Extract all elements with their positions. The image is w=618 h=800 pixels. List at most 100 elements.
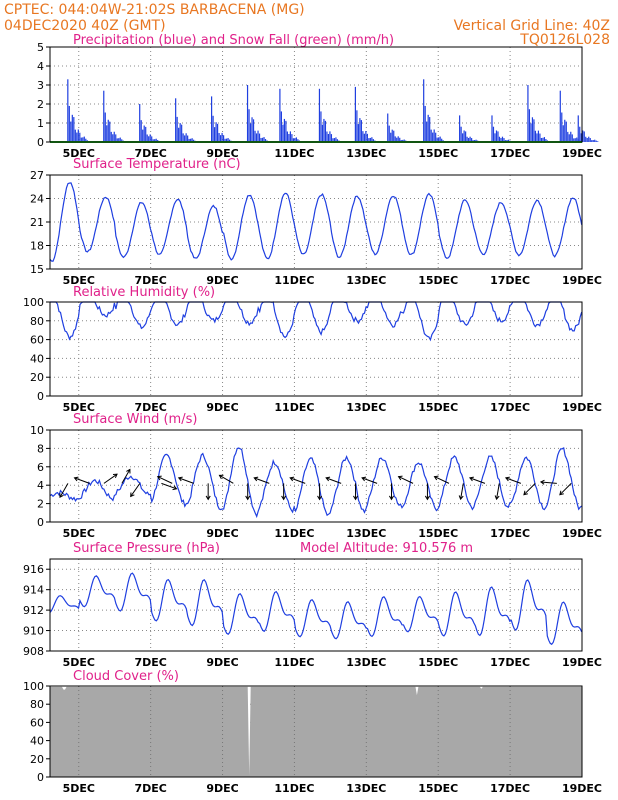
- precip-bar: [282, 124, 284, 142]
- temperature-line: [49, 182, 583, 262]
- humidity-line: [50, 301, 583, 342]
- wind-arrow-head: [289, 476, 295, 482]
- wind-title: Surface Wind (m/s): [73, 412, 197, 427]
- x-tick-label: 9DEC: [206, 656, 238, 669]
- precip-bar: [585, 136, 587, 142]
- precip-bar: [468, 137, 470, 142]
- wind-arrow: [121, 469, 131, 484]
- wind-speed-line: [49, 447, 583, 519]
- wind-arrow: [290, 477, 306, 484]
- plot-frame: [49, 174, 583, 270]
- precip-bar: [76, 132, 78, 142]
- precip-bar: [540, 137, 543, 142]
- precip-bar: [251, 117, 253, 142]
- y-tick-label: 910: [23, 625, 44, 638]
- precip-bar: [357, 124, 359, 142]
- precip-bar: [429, 117, 431, 142]
- precip-bar: [190, 138, 192, 142]
- precip-bar: [498, 136, 501, 142]
- precip-bar: [139, 104, 141, 142]
- precip-bar: [588, 136, 590, 142]
- precip-bar: [279, 88, 281, 142]
- x-tick-label: 15DEC: [418, 656, 458, 669]
- wind-arrow: [219, 474, 234, 484]
- wind-arrow-head: [494, 495, 500, 501]
- wind-arrow-head: [59, 493, 64, 499]
- precip-bar: [336, 139, 339, 142]
- precip-bar: [294, 138, 296, 142]
- precip-bar: [107, 119, 109, 142]
- precip-bar: [283, 118, 285, 142]
- precip-bar: [542, 137, 544, 142]
- precip-bar: [249, 123, 252, 142]
- precip-bar: [212, 115, 214, 142]
- precip-bar: [115, 134, 117, 142]
- precip-bar: [333, 138, 336, 142]
- precip-bar: [295, 137, 297, 142]
- precip-bar: [592, 140, 594, 142]
- precip-bar: [400, 139, 402, 142]
- precip-bar: [77, 129, 79, 142]
- precip-bar: [463, 130, 465, 142]
- precip-bar: [252, 119, 255, 142]
- precip-bar: [329, 131, 331, 142]
- precip-bar: [388, 125, 390, 142]
- precip-bar: [497, 131, 499, 142]
- pressure-title: Surface Pressure (hPa): [73, 541, 220, 556]
- y-tick-label: 20: [30, 371, 44, 384]
- precip-bar: [211, 96, 213, 142]
- wind-arrow-head: [353, 495, 359, 501]
- y-tick-label: 914: [23, 584, 44, 597]
- precip-bar: [436, 137, 438, 142]
- precip-bar: [465, 131, 467, 142]
- precip-bar: [543, 137, 546, 142]
- precip-bar: [145, 126, 147, 142]
- precip-bar: [424, 105, 426, 142]
- precip-bar: [531, 117, 534, 142]
- precip-bar: [79, 132, 81, 142]
- precip-bar: [119, 137, 121, 142]
- x-tick-label: 17DEC: [490, 656, 530, 669]
- precip-bar: [391, 129, 393, 142]
- wind-arrow-head: [281, 495, 287, 501]
- wind-arrow-head: [130, 492, 135, 498]
- wind-arrow-head: [317, 495, 323, 501]
- precip-bar: [255, 133, 258, 142]
- precip-bar: [292, 138, 294, 142]
- x-tick-label: 19DEC: [562, 274, 602, 287]
- precip-bar: [494, 133, 496, 142]
- precip-bar: [536, 133, 538, 142]
- y-tick-label: 3: [37, 79, 44, 92]
- y-tick-label: 18: [30, 240, 44, 253]
- precip-bar: [323, 118, 325, 142]
- x-tick-label: 15DEC: [418, 527, 458, 540]
- precip-bar: [564, 119, 566, 142]
- precip-bar: [573, 138, 575, 142]
- precip-bar: [191, 138, 193, 142]
- y-tick-label: 0: [37, 516, 44, 529]
- x-tick-label: 11DEC: [274, 401, 314, 414]
- x-tick-label: 7DEC: [134, 656, 166, 669]
- wind-arrow: [178, 477, 194, 484]
- x-tick-label: 11DEC: [274, 656, 314, 669]
- wind-arrow-head: [253, 476, 259, 482]
- y-tick-label: 100: [23, 296, 44, 309]
- precip-bar: [140, 120, 142, 142]
- humidity-title: Relative Humidity (%): [73, 285, 215, 300]
- precip-bar: [568, 134, 570, 142]
- precip-bar: [432, 132, 434, 142]
- precip-bar: [507, 139, 510, 142]
- precip-bar: [528, 109, 531, 142]
- altitude-label: Model Altitude: 910.576 m: [300, 541, 473, 556]
- precip-bar: [403, 139, 405, 142]
- wind-arrow-head: [468, 476, 474, 482]
- x-tick-label: 19DEC: [562, 527, 602, 540]
- precip-bar: [263, 137, 265, 142]
- precip-bar: [491, 115, 493, 142]
- x-tick-label: 5DEC: [63, 401, 95, 414]
- precip-bar: [597, 141, 599, 142]
- precip-bar: [261, 137, 264, 142]
- y-tick-label: 60: [30, 334, 44, 347]
- precip-bar: [565, 121, 567, 142]
